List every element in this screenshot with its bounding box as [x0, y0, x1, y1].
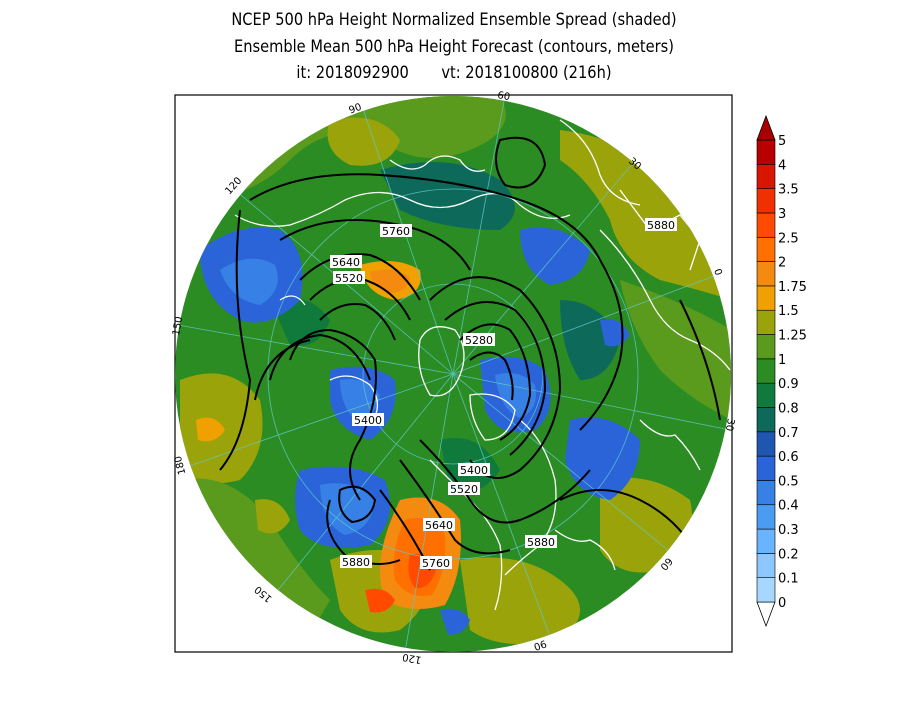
- contour-label-5400-a: 5400: [352, 413, 384, 427]
- colorbar: 0 0.1 0.2 0.3 0.4 0.5 0.6 0.7 0.8 0.9 1 1.25 1.5 1.75…: [756, 114, 807, 628]
- contour-label-5280: 5280: [463, 333, 495, 347]
- colorbar-tick-label: 0.1: [778, 572, 799, 587]
- merid-label-120-s: 120: [402, 651, 423, 665]
- colorbar-box: [756, 309, 776, 335]
- contour-label-5640-b: 5640: [423, 518, 455, 532]
- contour-label-5760-a: 5760: [380, 224, 412, 238]
- colorbar-tick-label: 3.5: [778, 183, 799, 198]
- colorbar-tick-label: 1.5: [778, 304, 799, 319]
- colorbar-tick-label: 4: [778, 158, 786, 173]
- colorbar-tick-label: 0.4: [778, 499, 799, 514]
- colorbar-tick-label: 1.75: [778, 280, 807, 295]
- colorbar-box: [756, 139, 776, 165]
- colorbar-tick-label: 0.3: [778, 523, 799, 538]
- colorbar-tick-label: 0.9: [778, 377, 799, 392]
- map-frame: [174, 94, 733, 653]
- spread-shading: [175, 96, 731, 652]
- merid-label-180: 180: [173, 455, 189, 476]
- coastlines: [234, 119, 731, 611]
- contour-label-5760-b: 5760: [420, 556, 452, 570]
- contour-label-5520-a: 5520: [333, 271, 365, 285]
- colorbar-box: [756, 261, 776, 287]
- colorbar-box: [756, 577, 776, 603]
- merid-label-90-s: 90: [532, 637, 548, 652]
- contour-label-5640-a: 5640: [330, 255, 362, 269]
- colorbar-box: [756, 358, 776, 384]
- colorbar-box: [756, 285, 776, 311]
- contour-label-5400-b: 5400: [458, 463, 490, 477]
- title-line-2: Ensemble Mean 500 hPa Height Forecast (c…: [233, 37, 674, 57]
- svg-text:5880: 5880: [342, 556, 370, 569]
- contour-labels: 5760 5640 5520 5280 5400 5400 5520 5640 …: [330, 218, 677, 570]
- colorbar-tick-label: 0.8: [778, 401, 799, 416]
- title-line-3: it: 2018092900 vt: 2018100800 (216h): [296, 63, 612, 83]
- colorbar-box: [756, 455, 776, 481]
- colorbar-arrow-high: [756, 114, 776, 141]
- svg-text:5520: 5520: [335, 272, 363, 285]
- colorbar-tick-label: 1: [778, 353, 786, 368]
- colorbar-tick-label: 0.5: [778, 474, 799, 489]
- colorbar-box: [756, 188, 776, 214]
- colorbar-tick-label: 0.2: [778, 547, 799, 562]
- title-line-1: NCEP 500 hPa Height Normalized Ensemble …: [231, 10, 677, 30]
- svg-text:5880: 5880: [647, 219, 675, 232]
- colorbar-tick-label: 0.6: [778, 450, 799, 465]
- colorbar-tick-label: 5: [778, 134, 786, 149]
- colorbar-tick-label: 0: [778, 596, 786, 611]
- height-contours: [219, 136, 721, 571]
- contour-label-5520-b: 5520: [448, 482, 480, 496]
- merid-label-90-n: 90: [348, 102, 364, 117]
- colorbar-tick-label: 2: [778, 256, 786, 271]
- svg-text:5640: 5640: [425, 519, 453, 532]
- colorbar-arrow-low: [756, 601, 776, 628]
- merid-label-0: 0: [711, 268, 723, 277]
- merid-label-120-nw: 120: [223, 175, 244, 197]
- colorbar-box: [756, 334, 776, 360]
- svg-text:5760: 5760: [382, 225, 410, 238]
- svg-text:5280: 5280: [465, 334, 493, 347]
- merid-label-150-w: 150: [171, 316, 185, 337]
- colorbar-box: [756, 528, 776, 554]
- colorbar-box: [756, 431, 776, 457]
- colorbar-box: [756, 212, 776, 238]
- svg-text:5880: 5880: [527, 536, 555, 549]
- colorbar-box: [756, 553, 776, 578]
- colorbar-tick-label: 3: [778, 207, 786, 222]
- colorbar-box: [756, 480, 776, 506]
- colorbar-box: [756, 407, 776, 433]
- contour-label-5880-c: 5880: [645, 218, 677, 232]
- colorbar-tick-label: 0.7: [778, 426, 799, 441]
- merid-label-30-e: 30: [723, 417, 736, 431]
- svg-text:5760: 5760: [422, 557, 450, 570]
- svg-text:5400: 5400: [460, 464, 488, 477]
- svg-text:5640: 5640: [332, 256, 360, 269]
- graticule: [177, 96, 731, 652]
- colorbar-box: [756, 382, 776, 408]
- merid-label-60-top: 60: [496, 90, 510, 103]
- svg-text:5520: 5520: [450, 483, 478, 496]
- colorbar-box: [756, 504, 776, 530]
- contour-label-5880-b: 5880: [525, 535, 557, 549]
- svg-text:5400: 5400: [354, 414, 382, 427]
- merid-label-150-sw: 150: [253, 583, 275, 604]
- contour-label-5880-a: 5880: [340, 555, 372, 569]
- colorbar-box: [756, 236, 776, 262]
- colorbar-box: [756, 164, 776, 189]
- colorbar-tick-label: 1.25: [778, 329, 807, 344]
- colorbar-tick-label: 2.5: [778, 231, 799, 246]
